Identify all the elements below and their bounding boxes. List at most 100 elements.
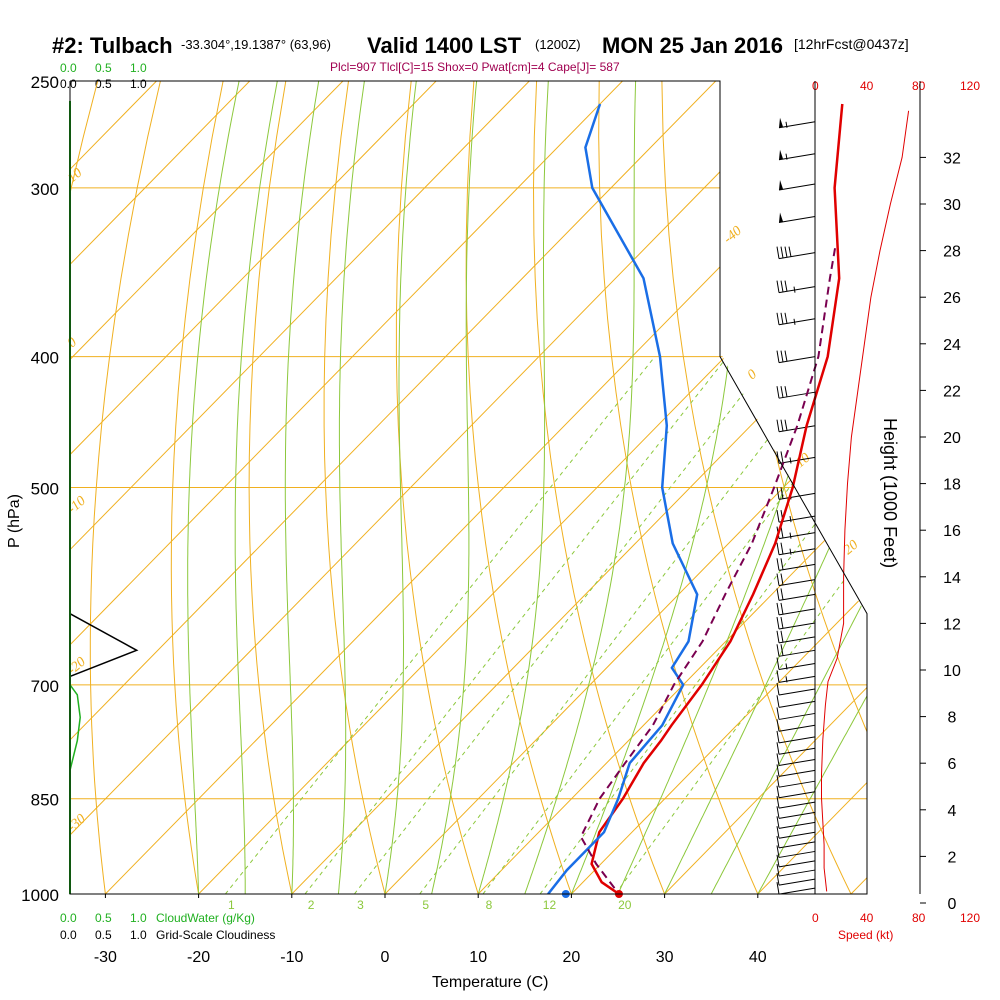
temperature-tick-label: -10	[280, 949, 303, 966]
cloudiness-tick: 1.0	[130, 77, 147, 91]
isotherm	[571, 81, 867, 894]
moist-adiabat	[431, 81, 493, 894]
y-axis-label: P (hPa)	[6, 494, 23, 548]
wind-barb	[776, 682, 816, 696]
wind-barb	[776, 707, 816, 720]
cloudiness-profile	[69, 613, 139, 678]
cloud-water-tick: 0.0	[60, 61, 77, 75]
dry-adiabat	[661, 81, 866, 894]
pressure-tick-label: 500	[31, 480, 59, 499]
wind-barb	[776, 826, 816, 839]
cloud-water-profile	[69, 684, 81, 771]
moist-adiabat	[234, 81, 306, 894]
moist-adiabat	[284, 81, 345, 894]
isotherm	[198, 81, 867, 894]
wind-barb	[776, 863, 816, 877]
wind-barb	[776, 558, 816, 571]
station-title: #2: Tulbach	[52, 33, 173, 58]
cloudiness-label: Grid-Scale Cloudiness	[156, 928, 275, 942]
zulu-time: (1200Z)	[535, 37, 581, 52]
wind-barb	[778, 180, 816, 191]
mixing-ratio-label: 8	[486, 898, 493, 912]
cloud-scale-top: 0.0 0.5 1.0 0.0 0.5 1.0	[60, 61, 147, 91]
profile-area	[547, 103, 844, 894]
chart-frame	[69, 80, 921, 895]
dry-adiabat	[900, 0, 1000, 923]
wind-barb	[776, 573, 816, 587]
cloudiness-tick: 0.5	[95, 77, 112, 91]
forecast-info: [12hrFcst@0437z]	[794, 36, 909, 52]
isotherm	[70, 81, 752, 894]
isotherm-label: 0	[745, 367, 760, 383]
wind-barb	[776, 616, 816, 630]
isotherm	[850, 81, 867, 894]
isotherm	[70, 81, 192, 894]
wind-barb	[778, 117, 816, 129]
wind-barb	[776, 742, 816, 755]
wind-barb	[776, 785, 816, 799]
wind-barb	[776, 775, 816, 788]
isotherm-label: 0	[65, 335, 80, 351]
isotherm	[757, 81, 867, 894]
speed-tick: 80	[912, 911, 926, 925]
temperature-tick-label: 40	[749, 949, 767, 966]
cloudiness-tick: 0.0	[60, 928, 77, 942]
wind-barb	[776, 753, 816, 766]
height-tick-label: 30	[943, 197, 961, 214]
cloudiness-tick: 1.0	[130, 928, 147, 942]
wind-speed-profile	[821, 110, 910, 892]
isotherm-label: -30	[65, 812, 89, 835]
wind-barb	[776, 873, 816, 886]
mixing-ratio-line	[419, 356, 832, 894]
height-axis-label: Height (1000 Feet)	[880, 418, 900, 568]
moist-adiabat	[710, 81, 867, 894]
height-tick-label: 32	[943, 150, 961, 167]
dry-adiabat	[89, 81, 195, 894]
isotherm	[70, 81, 472, 894]
wind-barb	[776, 280, 816, 294]
wind-barb	[776, 644, 816, 657]
dry-adiabat	[722, 81, 867, 894]
speed-axis-label: Speed (kt)	[838, 928, 893, 942]
parcel-profile	[579, 243, 837, 889]
height-tick-label: 26	[943, 290, 961, 307]
speed-scale-bottom: 0 40 80 120 Speed (kt)	[812, 911, 980, 942]
moist-adiabat	[187, 81, 270, 894]
height-tick-label: 14	[943, 570, 961, 587]
moist-adiabat	[337, 81, 388, 894]
mixing-ratio-line	[353, 356, 773, 894]
wind-barb	[776, 588, 816, 601]
speed-scale-top: 0 40 80 120	[812, 79, 980, 93]
mixing-ratio-label: 5	[422, 898, 429, 912]
moist-adiabat	[477, 81, 561, 894]
pressure-tick-label: 250	[31, 73, 59, 92]
pressure-tick-label: 400	[31, 349, 59, 368]
mixing-ratio-label: 1	[228, 898, 235, 912]
height-tick-label: 4	[948, 803, 957, 820]
wind-barb	[776, 854, 816, 868]
wind-barb	[776, 246, 816, 260]
wind-barb	[776, 719, 816, 732]
height-tick-label: 28	[943, 244, 961, 261]
wind-barb	[776, 542, 816, 556]
temperature-tick-label: 10	[469, 949, 487, 966]
dry-adiabat	[323, 81, 394, 894]
wind-barb	[776, 695, 816, 708]
isotherm	[477, 81, 867, 894]
height-tick-label: 24	[943, 337, 961, 354]
isotherm	[70, 81, 286, 894]
cloud-water-tick: 0.5	[95, 911, 112, 925]
moist-adiabat	[384, 81, 436, 894]
wind-barbs	[776, 117, 816, 895]
grid-area	[70, 0, 1000, 923]
mixing-ratio-label: 20	[618, 898, 632, 912]
temperature-tick-label: 30	[656, 949, 674, 966]
isotherm-label: -40	[721, 224, 745, 247]
isotherm	[70, 81, 565, 894]
speed-tick: 80	[912, 79, 926, 93]
moist-adiabat	[524, 81, 643, 894]
height-tick-label: 20	[943, 430, 961, 447]
